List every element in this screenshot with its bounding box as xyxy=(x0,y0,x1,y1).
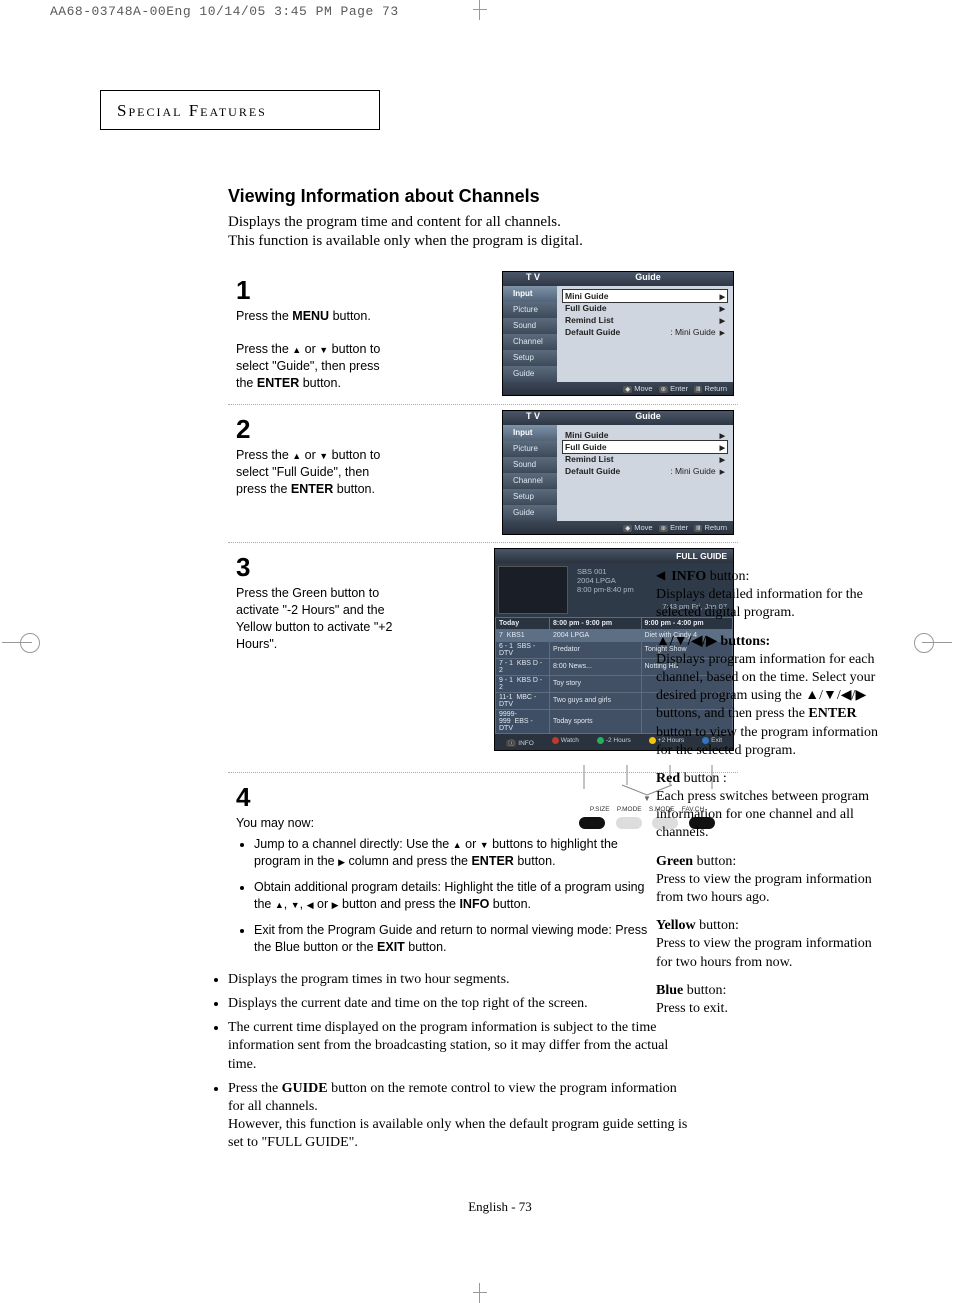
crop-mark-top xyxy=(470,0,490,20)
osd-tab-setup: Setup xyxy=(503,350,557,366)
crop-mark-right xyxy=(922,632,952,654)
page-title: Viewing Information about Channels xyxy=(228,186,900,207)
osd2-title: Guide xyxy=(563,411,733,425)
osd-foot-return: Return xyxy=(704,384,727,393)
sb-green-t: Green xyxy=(656,854,693,869)
osd-row-remind: Remind List xyxy=(565,315,614,325)
sb-info-t: INFO xyxy=(671,569,706,584)
intro-l2: This function is available only when the… xyxy=(228,233,583,249)
osd2-foot-enter: Enter xyxy=(670,523,688,532)
osd-screenshot-2: T VGuide Input Picture Sound Channel Set… xyxy=(502,410,734,535)
osd2-tab-channel: Channel xyxy=(503,473,557,489)
step-4-lead: You may now: xyxy=(236,815,636,832)
page-content: Special Features Viewing Information abo… xyxy=(100,90,900,1158)
osd-row-full: Full Guide xyxy=(565,303,607,313)
osd2-tab-setup: Setup xyxy=(503,489,557,505)
osd-foot-move: Move xyxy=(634,384,652,393)
step-1-text: Press the MENU button.Press the or butto… xyxy=(236,308,396,392)
osd-row-mini: Mini Guide xyxy=(565,291,608,301)
sb-red-b: button :Each press switches between prog… xyxy=(656,771,869,841)
guide-title: FULL GUIDE xyxy=(495,549,733,563)
note-1: Displays the program times in two hour s… xyxy=(228,971,688,989)
osd2-row-default: Default Guide xyxy=(565,466,620,476)
guide-col-today: Today xyxy=(496,617,550,629)
sb-blue-t: Blue xyxy=(656,983,683,998)
step-2-text: Press the or button to select "Full Guid… xyxy=(236,447,396,498)
osd-screenshot-1: T VGuide Input Picture Sound Channel Set… xyxy=(502,271,734,396)
osd2-tab-sound: Sound xyxy=(503,457,557,473)
intro-text: Displays the program time and content fo… xyxy=(228,213,698,251)
osd-foot-enter: Enter xyxy=(670,384,688,393)
note-3: The current time displayed on the progra… xyxy=(228,1019,688,1074)
osd2-tab-input: Input xyxy=(503,425,557,441)
osd-row-default-val: : Mini Guide xyxy=(670,327,725,337)
crop-mark-left xyxy=(2,632,32,654)
osd-row-default: Default Guide xyxy=(565,327,620,337)
osd-title: Guide xyxy=(563,272,733,286)
note-4: Press the GUIDE button on the remote con… xyxy=(228,1080,688,1153)
step-1: 1 Press the MENU button.Press the or but… xyxy=(228,265,738,404)
osd-tab-input: Input xyxy=(503,286,557,302)
step-3-text: Press the Green button to activate "-2 H… xyxy=(236,585,396,653)
osd-tv: T V xyxy=(503,272,563,286)
sidebar-info: ◀ INFO button:Displays detailed informat… xyxy=(656,568,890,1028)
osd-tab-guide: Guide xyxy=(503,366,557,382)
leg-info: INFO xyxy=(518,740,534,747)
osd2-foot-move: Move xyxy=(634,523,652,532)
sb-red-t: Red xyxy=(656,771,680,786)
osd2-tv: T V xyxy=(503,411,563,425)
step-4-b3: Exit from the Program Guide and return t… xyxy=(254,922,654,957)
osd2-tab-guide: Guide xyxy=(503,505,557,521)
leg-watch: Watch xyxy=(561,737,579,744)
sb-nav-t: ▲/▼/◀/▶ buttons: xyxy=(656,634,770,649)
guide-preview-thumb xyxy=(498,566,568,614)
intro-l1: Displays the program time and content fo… xyxy=(228,214,561,230)
section-header: Special Features xyxy=(100,90,380,130)
crop-mark-bottom xyxy=(470,1283,490,1303)
osd-tab-picture: Picture xyxy=(503,302,557,318)
osd2-row-full: Full Guide xyxy=(565,442,607,452)
note-2: Displays the current date and time on th… xyxy=(228,995,688,1013)
notes-list: Displays the program times in two hour s… xyxy=(228,971,688,1153)
osd2-row-mini: Mini Guide xyxy=(565,430,608,440)
leg-m2: -2 Hours xyxy=(606,737,631,744)
osd2-tab-picture: Picture xyxy=(503,441,557,457)
sb-yellow-t: Yellow xyxy=(656,918,696,933)
guide-col-1: 8:00 pm - 9:00 pm xyxy=(550,617,642,629)
step-2: 2 Press the or button to select "Full Gu… xyxy=(228,404,738,542)
page-footer: English - 73 xyxy=(100,1199,900,1215)
step-4-b2: Obtain additional program details: Highl… xyxy=(254,879,654,914)
sb-nav-b: Displays program information for each ch… xyxy=(656,652,878,758)
step-4-b1: Jump to a channel directly: Use the or b… xyxy=(254,836,654,871)
osd2-row-default-val: : Mini Guide xyxy=(670,466,725,476)
osd-tab-sound: Sound xyxy=(503,318,557,334)
osd-tab-channel: Channel xyxy=(503,334,557,350)
print-header: AA68-03748A-00Eng 10/14/05 3:45 PM Page … xyxy=(50,4,399,19)
osd2-row-remind: Remind List xyxy=(565,454,614,464)
osd2-foot-return: Return xyxy=(704,523,727,532)
